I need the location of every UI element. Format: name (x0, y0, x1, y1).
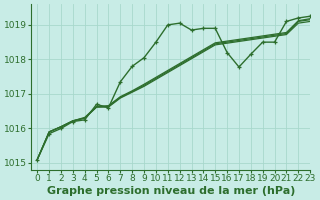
X-axis label: Graphe pression niveau de la mer (hPa): Graphe pression niveau de la mer (hPa) (46, 186, 295, 196)
